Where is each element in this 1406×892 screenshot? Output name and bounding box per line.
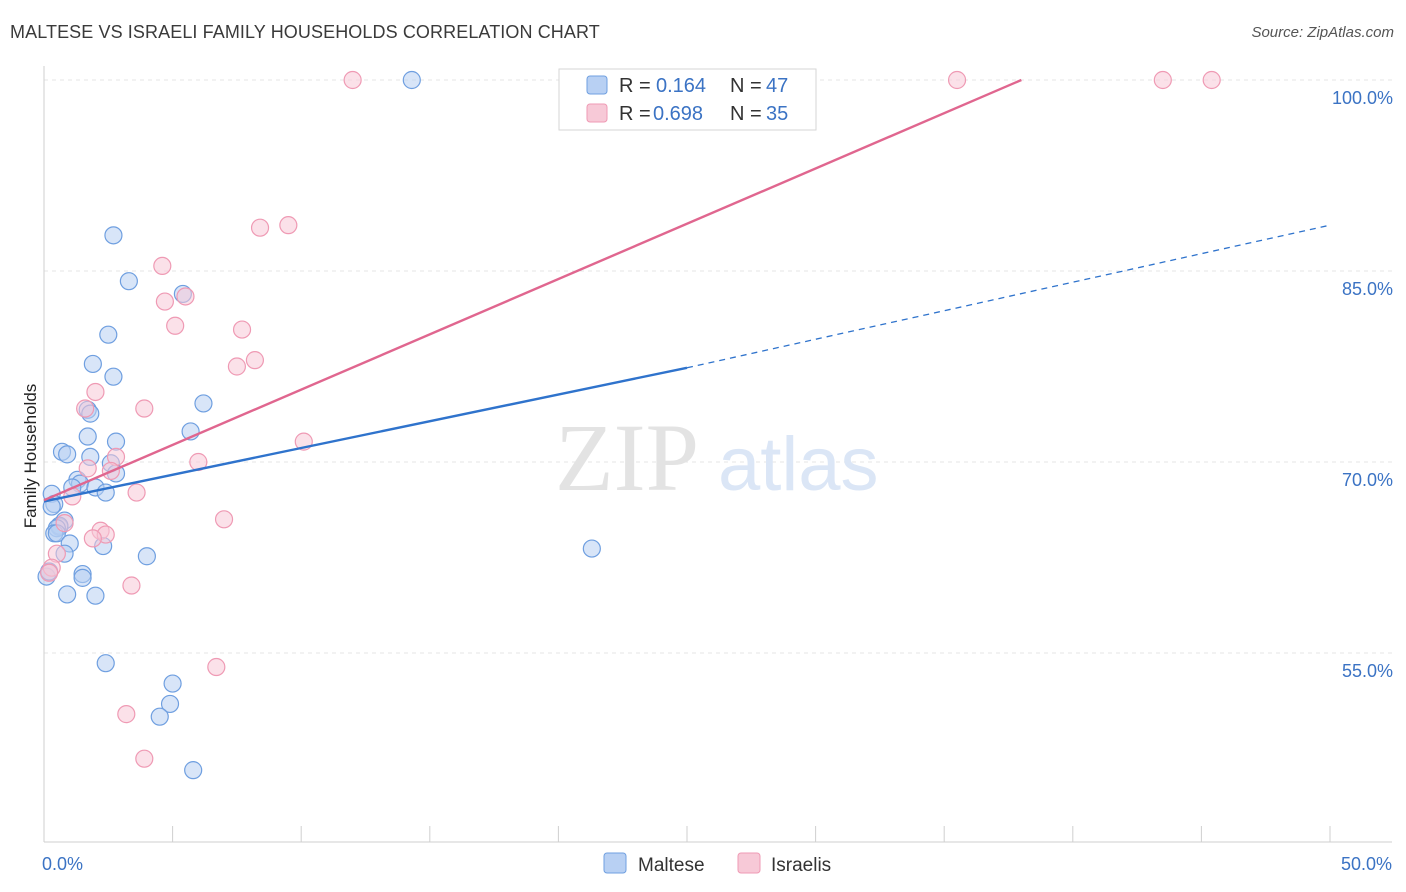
watermark-zip: ZIP (555, 404, 699, 511)
legend-r-value-maltese: 0.164 (656, 75, 706, 97)
israelis-point-23 (55, 514, 74, 533)
israelis-point-6 (153, 256, 172, 276)
maltese-point-6 (104, 367, 123, 386)
series-legend-swatch-israelis (737, 852, 761, 874)
israelis-trend-line (43, 78, 1022, 502)
y-axis-label: Family Households (21, 384, 40, 529)
maltese-point-45 (160, 694, 180, 714)
maltese-point-44 (163, 674, 182, 693)
watermark: ZIP atlas (555, 404, 879, 511)
legend-box: R = 0.164 N = 47 R = 0.698 N = 35 (558, 68, 817, 131)
israelis-point-31 (122, 576, 141, 595)
x-tick-label-0: 0.0% (42, 854, 83, 874)
maltese-point-12 (106, 432, 126, 451)
maltese-point-36 (137, 547, 156, 566)
x-tick-label-1: 50.0% (1341, 854, 1392, 874)
maltese-point-11 (78, 427, 97, 446)
israelis-point-33 (117, 705, 136, 724)
legend-n-value-maltese: 47 (766, 75, 788, 97)
israelis-point-21 (127, 483, 146, 502)
israelis-point-7 (155, 292, 174, 311)
maltese-point-41 (58, 585, 77, 604)
y-tick-label-3: 55.0% (1342, 661, 1393, 681)
legend-n-value-israelis: 35 (766, 103, 788, 125)
israelis-point-30 (40, 563, 59, 582)
israelis-point-2 (1153, 70, 1172, 90)
maltese-point-47 (184, 761, 203, 780)
y-tick-label-0: 100.0% (1332, 88, 1393, 108)
maltese-point-43 (96, 654, 115, 673)
chart-title: MALTESE VS ISRAELI FAMILY HOUSEHOLDS COR… (10, 22, 600, 42)
legend-r-value-israelis: 0.698 (653, 103, 703, 125)
israelis-point-19 (78, 459, 97, 478)
legend-n-label-israelis: N = (730, 103, 762, 125)
y-tick-label-2: 70.0% (1342, 470, 1393, 490)
israelis-point-34 (135, 749, 154, 768)
series-legend: Maltese Israelis (603, 852, 831, 876)
maltese-point-7 (194, 394, 213, 413)
maltese-point-14 (58, 445, 77, 464)
israelis-point-5 (250, 218, 270, 237)
maltese-trend-line-extension (686, 224, 1331, 369)
israelis-point-8 (176, 287, 195, 306)
israelis-point-27 (83, 529, 102, 548)
watermark-atlas: atlas (718, 422, 879, 507)
israelis-point-13 (86, 382, 105, 402)
source-label: Source: ZipAtlas.com (1251, 24, 1394, 41)
israelis-point-0 (343, 70, 362, 90)
legend-n-label-maltese: N = (730, 75, 762, 97)
maltese-point-42 (86, 586, 105, 605)
israelis-point-11 (245, 351, 265, 370)
legend-swatch-maltese (586, 75, 608, 95)
maltese-point-46 (150, 707, 169, 726)
israelis-point-12 (227, 357, 246, 376)
israelis-point-24 (214, 510, 234, 529)
maltese-trend-line (43, 366, 688, 503)
series-legend-swatch-maltese (603, 852, 627, 874)
legend-swatch-israelis (586, 103, 608, 123)
axes (43, 66, 1392, 843)
series-legend-label-israelis: Israelis (771, 855, 831, 876)
israelis-point-10 (232, 320, 252, 339)
maltese-point-5 (83, 354, 102, 374)
maltese-point-4 (99, 325, 118, 344)
maltese-point-2 (119, 272, 138, 291)
maltese-point-38 (73, 568, 92, 587)
israelis-point-9 (166, 316, 185, 335)
tick-labels: 100.0% 85.0% 70.0% 55.0% 0.0% 50.0% (42, 88, 1393, 874)
y-tick-label-1: 85.0% (1342, 279, 1393, 299)
israelis-point-14 (76, 399, 95, 418)
israelis-point-4 (279, 216, 298, 235)
legend-r-label-maltese: R = (619, 75, 651, 97)
israelis-point-3 (1202, 70, 1221, 90)
gridlines (44, 79, 1392, 654)
israelis-point-1 (947, 70, 967, 90)
israelis-point-15 (135, 399, 154, 418)
maltese-point-35 (582, 539, 601, 558)
israelis-point-32 (207, 657, 226, 677)
legend-r-label-israelis: R = (619, 103, 651, 125)
series-legend-label-maltese: Maltese (638, 855, 705, 876)
maltese-point-0 (402, 70, 421, 90)
trend-lines (43, 78, 1331, 503)
maltese-point-1 (104, 226, 123, 245)
